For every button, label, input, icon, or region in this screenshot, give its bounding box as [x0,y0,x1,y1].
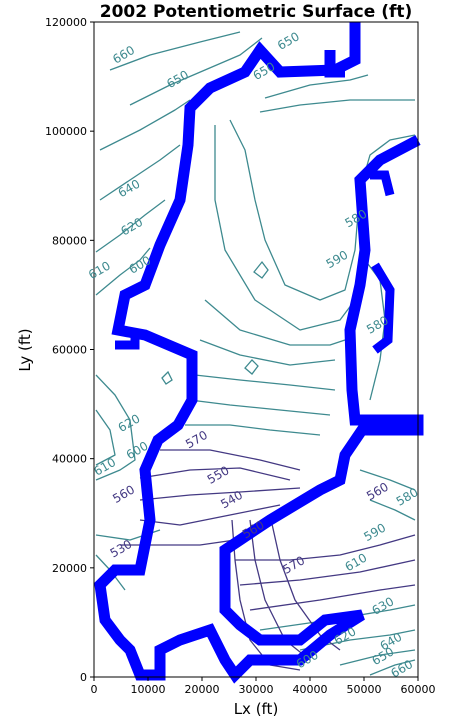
chart-title: 2002 Potentiometric Surface (ft) [100,2,413,22]
contour-line [139,487,301,501]
contour-line [369,499,416,521]
contour-line [99,144,181,201]
contour-line [194,374,336,391]
contour-loop [161,370,173,385]
contour-label: 560 [110,482,137,506]
contour-line [139,467,291,481]
contour-line [369,659,416,676]
contour-label: 610 [86,259,113,283]
contour-line [109,31,241,71]
boundary-line [371,262,395,354]
x-tick-label: 20000 [185,683,220,696]
contour-label: 630 [369,594,396,618]
contour-label: 610 [91,455,118,479]
contour-line [139,504,281,526]
contour-line [199,339,336,366]
contour-line [95,199,166,253]
contour-line [259,99,415,113]
contour-lines [95,31,416,676]
contour-label: 570 [183,428,210,452]
y-tick-label: 40000 [52,453,87,466]
y-tick-label: 120000 [45,16,87,29]
x-tick-label: 0 [91,683,98,696]
contour-label: 590 [324,248,351,272]
contour-label: 570 [280,553,307,577]
y-axis-label: Ly (ft) [16,328,34,371]
boundary-line [324,50,345,78]
contour-line [235,534,416,561]
contour-label: 560 [364,480,391,504]
contour-label: 640 [116,177,143,201]
contour-line [359,469,416,491]
x-tick-label: 50000 [347,683,382,696]
contour-line [229,119,416,301]
contour-line [249,519,311,661]
contour-label: 660 [110,43,137,67]
x-tick-label: 40000 [293,683,328,696]
contour-line [120,539,236,546]
contour-line [95,409,116,466]
contour-line [231,519,301,671]
boundary-line [115,330,140,350]
contour-label: 650 [164,68,191,92]
contour-line [185,424,321,436]
contour-line [204,299,346,346]
x-tick-label: 30000 [239,683,274,696]
x-tick-label: 60000 [401,683,436,696]
y-tick-label: 60000 [52,344,87,357]
contour-line [189,399,331,416]
contour-loop [244,359,259,375]
plot-frame [93,21,419,678]
contour-line [99,99,191,151]
contour-label: 650 [275,29,302,53]
contour-line [129,37,263,106]
y-tick-label: 80000 [52,234,87,247]
contour-line [249,584,416,611]
contour-label: 620 [116,411,143,435]
y-tick-label: 20000 [52,562,87,575]
contour-line [239,559,416,586]
contour-line [264,74,369,99]
contour-line [339,649,416,666]
contour-label: 550 [205,463,232,487]
contour-label: 580 [394,485,421,509]
contour-label: 590 [361,521,388,545]
contour-line [95,247,151,296]
x-tick-label: 10000 [131,683,166,696]
boundary-line [370,170,395,197]
contour-line [95,374,136,481]
contour-loop [253,260,269,279]
y-tick-label: 0 [80,671,87,684]
contour-line [160,449,301,471]
x-axis-label: Lx (ft) [234,700,279,718]
y-tick-label: 100000 [45,125,87,138]
plot-area: 0 10000 20000 30000 40000 50000 60000 0 20000 400… [45,16,436,696]
contour-line [214,125,356,331]
